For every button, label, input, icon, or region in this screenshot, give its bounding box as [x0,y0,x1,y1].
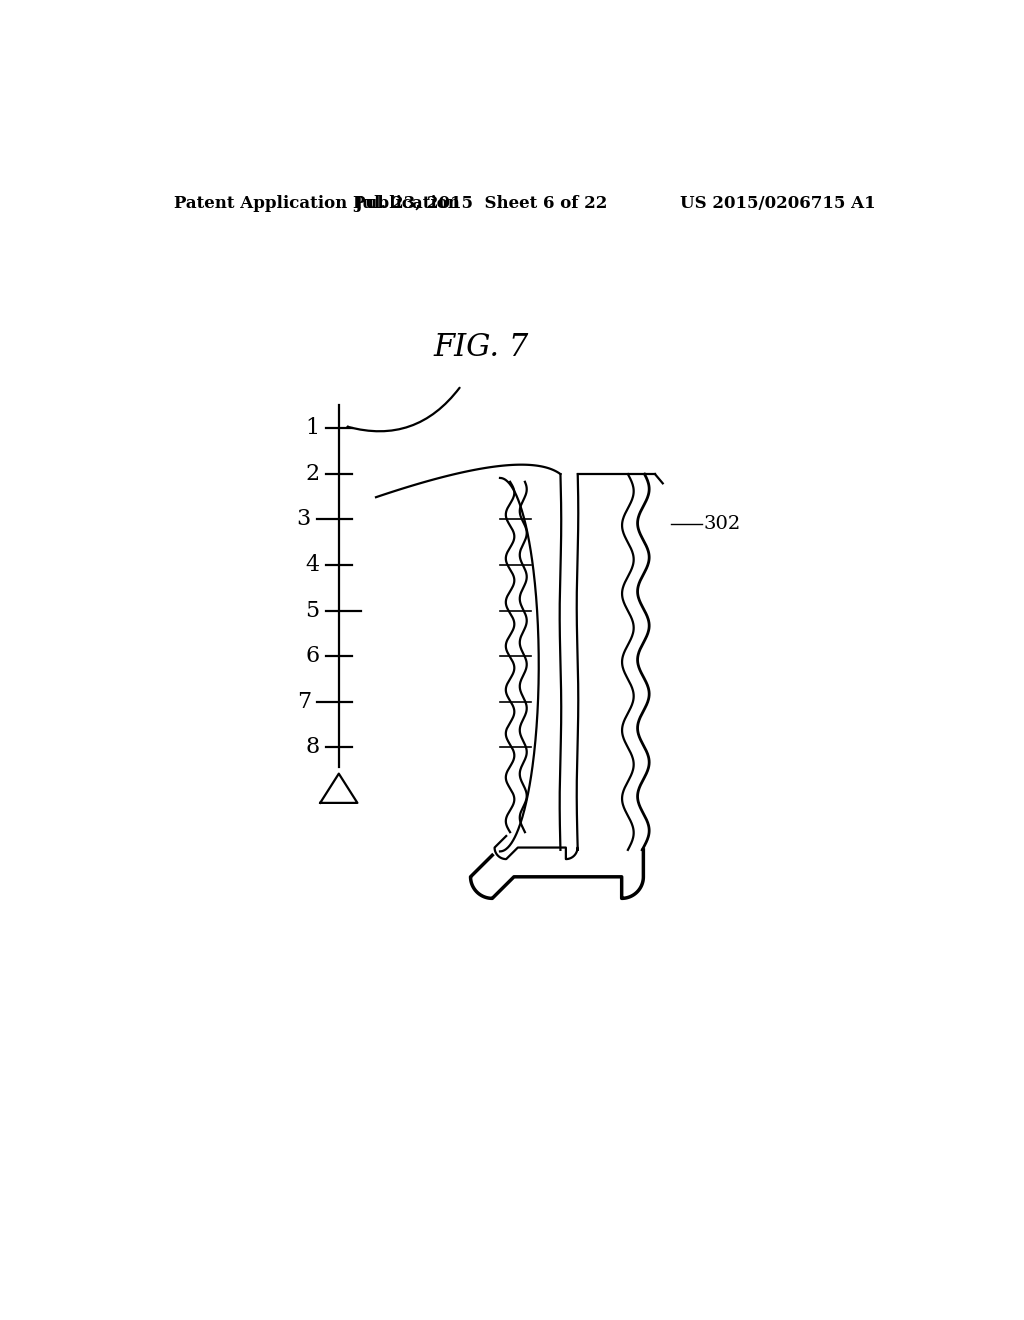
Text: 4: 4 [305,554,319,576]
Text: 2: 2 [305,462,319,484]
Text: 5: 5 [305,599,319,622]
Text: 3: 3 [297,508,311,531]
FancyArrowPatch shape [347,388,460,432]
Text: 1: 1 [305,417,319,438]
Text: 6: 6 [305,645,319,667]
Text: FIG. 7: FIG. 7 [433,331,528,363]
Text: Patent Application Publication: Patent Application Publication [174,194,461,211]
Text: 7: 7 [297,690,311,713]
Text: 302: 302 [703,515,741,533]
Text: Jul. 23, 2015  Sheet 6 of 22: Jul. 23, 2015 Sheet 6 of 22 [354,194,607,211]
Text: 8: 8 [305,737,319,759]
Text: US 2015/0206715 A1: US 2015/0206715 A1 [680,194,876,211]
